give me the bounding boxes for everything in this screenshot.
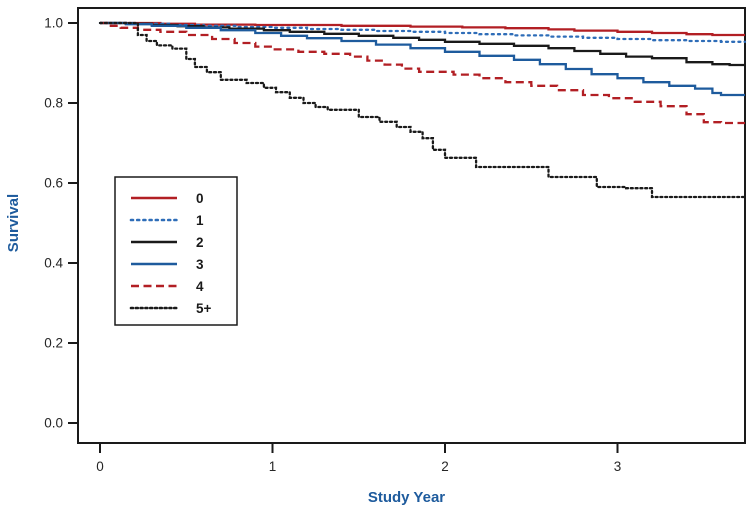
y-tick-label: 0.2 <box>44 336 63 351</box>
y-tick-label: 0.8 <box>44 96 63 111</box>
legend-label-0: 0 <box>196 191 204 206</box>
x-axis-title: Study Year <box>368 489 445 506</box>
legend-label-4: 4 <box>196 279 204 294</box>
y-tick-label: 0.6 <box>44 176 63 191</box>
plot-frame <box>77 7 746 444</box>
series-line-2 <box>100 21 745 67</box>
y-axis-title: Survival <box>5 194 22 252</box>
legend-label-1: 1 <box>196 213 204 228</box>
legend-label-2: 2 <box>196 235 204 250</box>
y-tick-label: 0.4 <box>44 256 63 271</box>
x-tick-label: 3 <box>614 459 622 474</box>
series-line-5+ <box>98 21 747 199</box>
legend-label-3: 3 <box>196 257 204 272</box>
y-tick-label: 0.0 <box>44 416 63 431</box>
legend-label-5+: 5+ <box>196 301 212 316</box>
series-line-1 <box>98 21 747 43</box>
x-tick-label: 1 <box>269 459 277 474</box>
series-line-3 <box>100 21 745 97</box>
series-line-0 <box>100 21 745 37</box>
x-tick-label: 0 <box>96 459 104 474</box>
y-tick-label: 1.0 <box>44 16 63 31</box>
legend-box <box>114 176 238 326</box>
x-tick-label: 2 <box>441 459 449 474</box>
